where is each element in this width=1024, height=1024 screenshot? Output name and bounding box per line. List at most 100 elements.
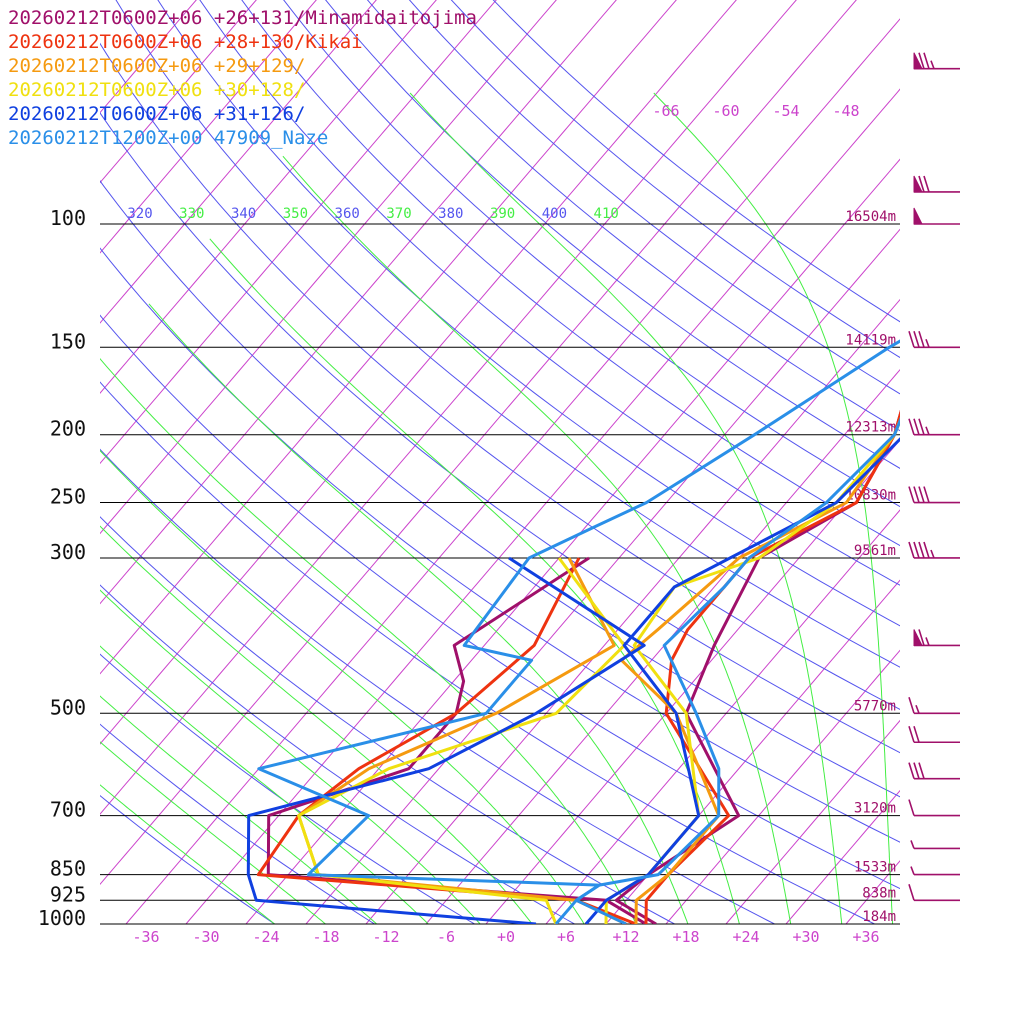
dry-adiabat-line xyxy=(100,180,900,798)
temp-tick-label: -24 xyxy=(252,928,279,946)
wind-barb xyxy=(908,486,960,504)
wind-barb xyxy=(908,331,960,349)
dry-adiabat-line xyxy=(199,0,900,586)
dry-adiabat-line xyxy=(100,247,900,843)
wind-barb xyxy=(910,866,960,876)
dry-adiabat-line xyxy=(100,448,776,924)
theta-label: 370 xyxy=(386,206,411,222)
wind-barbs xyxy=(908,52,960,902)
temp-tick-label: +30 xyxy=(792,928,819,946)
wind-barb xyxy=(913,207,960,225)
isotherm-line xyxy=(100,0,617,605)
isotherm-line xyxy=(845,860,900,924)
wind-barb xyxy=(913,175,960,193)
dry-adiabat-line xyxy=(100,112,900,754)
temp-tick-label: -6 xyxy=(437,928,455,946)
temp-tick-label: +36 xyxy=(852,928,879,946)
legend: 20260212T0600Z+06 +26+131/Minamidaitojim… xyxy=(8,7,477,149)
temp-tick-label: -12 xyxy=(372,928,399,946)
legend-entry: 20260212T0600Z+06 +26+131/Minamidaitojim… xyxy=(8,7,477,29)
isotherm-line xyxy=(100,0,557,535)
isotherm-line xyxy=(245,158,900,924)
sounding-traces xyxy=(246,339,900,924)
temp-tick-label: +6 xyxy=(557,928,575,946)
upper-isotherm-label: -48 xyxy=(832,102,859,120)
pressure-label: 200 xyxy=(50,417,86,441)
isotherm-line xyxy=(665,649,900,924)
isotherm-line xyxy=(100,0,377,324)
isotherm-line xyxy=(100,0,317,254)
isotherm-line xyxy=(953,0,1024,939)
dewpoint-trace-4 xyxy=(246,556,646,924)
temperature-trace-2 xyxy=(620,416,900,924)
isotherm-line xyxy=(485,439,900,924)
theta-label: 410 xyxy=(594,206,619,222)
height-label: 184m xyxy=(862,909,896,925)
dry-adiabat-line xyxy=(115,0,900,668)
dry-adiabat-line xyxy=(100,723,376,924)
dry-adiabat-line xyxy=(100,314,900,890)
moist-adiabat-line xyxy=(100,695,378,924)
wind-barb xyxy=(913,629,960,647)
pressure-label: 1000 xyxy=(38,906,86,930)
legend-entry: 20260212T0600Z+06 +28+130/Kikai xyxy=(8,31,363,53)
dry-adiabat-line xyxy=(325,0,900,469)
dry-adiabat-line xyxy=(366,0,900,432)
moist-adiabat-line xyxy=(100,784,276,924)
isotherm-line xyxy=(100,0,857,886)
moist-adiabat-line xyxy=(409,92,843,924)
isobars xyxy=(100,223,900,925)
theta-label: 400 xyxy=(542,206,567,222)
theta-label: 330 xyxy=(179,206,204,222)
temperature-trace-5 xyxy=(574,416,900,924)
isotherm-line xyxy=(365,298,900,924)
upper-isotherm-label: -66 xyxy=(652,102,679,120)
pressure-label: 925 xyxy=(50,882,86,906)
isotherm-line xyxy=(893,0,1024,939)
wind-barb xyxy=(908,884,960,902)
legend-entry: 20260212T0600Z+06 +31+126/ xyxy=(8,103,305,125)
dry-adiabat-line xyxy=(283,0,900,508)
isotherm-line xyxy=(100,0,437,394)
theta-label: 320 xyxy=(127,206,152,222)
pressure-label: 500 xyxy=(50,695,86,719)
moist-adiabat-line xyxy=(100,449,585,924)
isotherm-line xyxy=(100,0,257,184)
wind-barb xyxy=(913,52,960,70)
height-label: 14119m xyxy=(845,332,896,348)
dry-adiabat-line xyxy=(100,42,900,710)
legend-entry: 20260212T0600Z+06 +29+129/ xyxy=(8,55,305,77)
dry-adiabat-line xyxy=(100,381,876,924)
temp-tick-label: +18 xyxy=(672,928,699,946)
temperature-trace-1 xyxy=(644,409,900,924)
theta-label: 380 xyxy=(438,206,463,222)
isotherm-line xyxy=(425,368,900,924)
temp-tick-label: +12 xyxy=(612,928,639,946)
temperature-trace-4 xyxy=(584,437,900,924)
legend-entry: 20260212T1200Z+00 47909_Naze xyxy=(8,127,328,149)
height-label: 9561m xyxy=(854,543,896,559)
wind-barb xyxy=(910,840,960,850)
isotherm-line xyxy=(100,0,737,745)
temp-tick-label: -18 xyxy=(312,928,339,946)
height-label: 3120m xyxy=(854,801,896,817)
theta-label: 390 xyxy=(490,206,515,222)
height-label: 5770m xyxy=(854,698,896,714)
theta-label: 350 xyxy=(283,206,308,222)
moist-adiabat-line xyxy=(100,357,637,924)
isotherm-line xyxy=(305,228,900,924)
pressure-label: 100 xyxy=(50,206,86,230)
wind-barb xyxy=(908,541,960,559)
pressure-label: 150 xyxy=(50,329,86,353)
temp-tick-label: -36 xyxy=(132,928,159,946)
temp-tick-label: +0 xyxy=(497,928,515,946)
wind-barb xyxy=(908,697,960,715)
moist-adiabat-line xyxy=(148,303,689,924)
height-label: 838m xyxy=(862,885,896,901)
pressure-label: 250 xyxy=(50,485,86,509)
moist-adiabat-line xyxy=(100,645,430,924)
dry-adiabat-line xyxy=(100,584,576,924)
dry-adiabat-line xyxy=(492,0,900,323)
